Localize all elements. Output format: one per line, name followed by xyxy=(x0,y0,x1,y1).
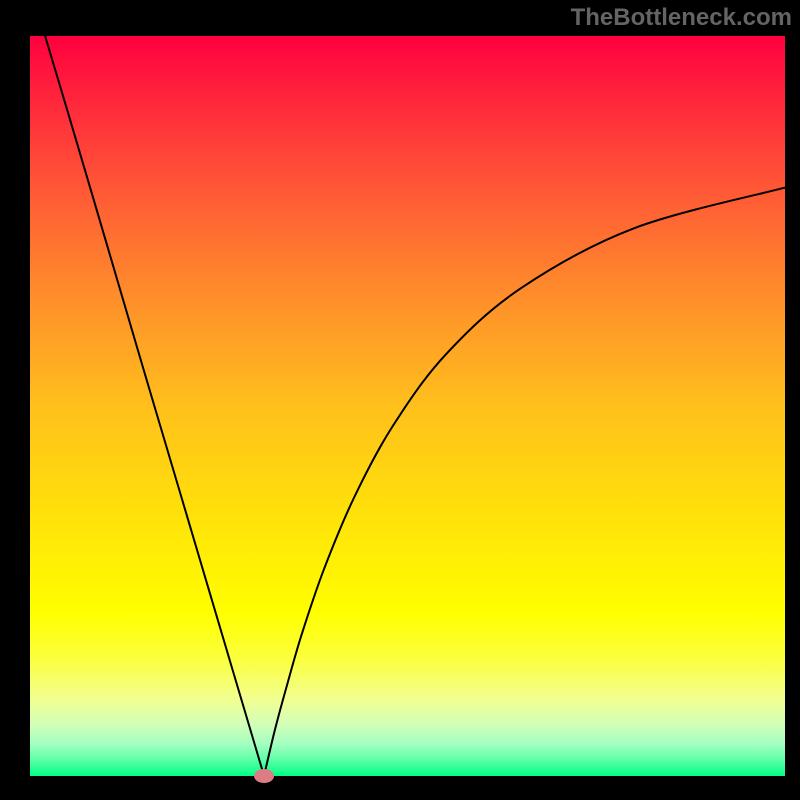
plot-background xyxy=(30,36,785,776)
chart-container: TheBottleneck.com xyxy=(0,0,800,800)
chart-svg xyxy=(0,0,800,800)
optimum-marker xyxy=(254,769,274,783)
